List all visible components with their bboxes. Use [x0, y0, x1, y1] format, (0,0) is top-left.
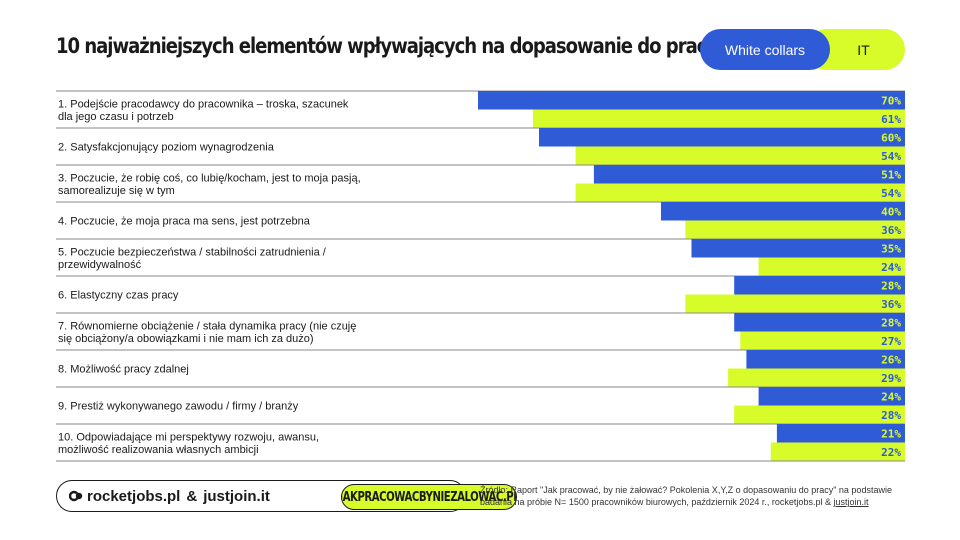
- legend-white-collars: White collars: [700, 29, 830, 70]
- legend-it-label: IT: [857, 41, 870, 58]
- campaign-url: JAKPRACOWACBYNIEZALOWAC.PL: [341, 489, 517, 505]
- source-text: Źródło: Raport "Jak pracować, by nie żał…: [480, 485, 892, 507]
- category-label: możliwość realizowania własnych ambicji: [58, 444, 259, 456]
- category-label: 2. Satysfakcjonujący poziom wynagrodzeni…: [58, 142, 275, 154]
- data-label: 22%: [881, 446, 901, 459]
- data-label: 24%: [881, 261, 901, 274]
- bar: [575, 183, 905, 202]
- bar: [776, 424, 905, 443]
- category-label: 1. Podejście pracodawcy do pracownika – …: [58, 98, 349, 110]
- bar: [740, 331, 905, 350]
- brand-rocketjobs: rocketjobs.pl: [87, 487, 181, 505]
- bar: [691, 239, 905, 258]
- category-label: 7. Równomierne obciążenie / stała dynami…: [58, 320, 356, 332]
- campaign-url-badge[interactable]: JAKPRACOWACBYNIEZALOWAC.PL: [341, 484, 517, 510]
- data-label: 28%: [881, 280, 901, 293]
- page-title: 10 najważniejszych elementów wpływającyc…: [56, 34, 718, 58]
- data-label: 36%: [881, 224, 901, 237]
- bar: [734, 276, 905, 295]
- data-label: 28%: [881, 409, 901, 422]
- data-label: 35%: [881, 243, 901, 256]
- category-label: 6. Elastyczny czas pracy: [58, 290, 179, 302]
- category-label: 9. Prestiż wykonywanego zawodu / firmy /…: [58, 401, 299, 413]
- data-label: 29%: [881, 372, 901, 385]
- brand-justjoin: justjoin.it: [203, 487, 270, 505]
- bar: [661, 202, 905, 221]
- data-label: 60%: [881, 132, 901, 145]
- data-label: 61%: [881, 113, 901, 126]
- source-note: Źródło: Raport "Jak pracować, by nie żał…: [480, 484, 910, 508]
- bar-chart: 70% 61% 1. Podejście pracodawcy do pracown…: [56, 90, 905, 462]
- source-link[interactable]: justjoin.it: [833, 497, 869, 507]
- data-label: 54%: [881, 187, 901, 200]
- category-label: 8. Możliwość pracy zdalnej: [58, 364, 189, 376]
- category-label: przewidywalność: [58, 259, 142, 271]
- data-label: 27%: [881, 335, 901, 348]
- category-label: 3. Poczucie, że robię coś, co lubię/koch…: [58, 172, 361, 184]
- data-label: 24%: [881, 391, 901, 404]
- bar: [746, 350, 905, 369]
- bar: [734, 313, 905, 332]
- bar: [539, 128, 905, 147]
- brand-pill: rocketjobs.pl & justjoin.it JAKPRACOWACB…: [56, 480, 517, 512]
- bar: [685, 294, 905, 313]
- bar: [532, 109, 905, 128]
- data-label: 51%: [881, 169, 901, 182]
- category-label: 4. Poczucie, że moja praca ma sens, jest…: [58, 216, 311, 228]
- bar: [593, 165, 905, 184]
- category-label: samorealizuje się w tym: [58, 185, 175, 197]
- bar: [728, 368, 905, 387]
- bar: [685, 220, 905, 239]
- data-label: 54%: [881, 150, 901, 163]
- legend-white-collars-label: White collars: [724, 41, 806, 58]
- data-label: 26%: [881, 354, 901, 367]
- rocketjobs-logo-icon: [69, 490, 83, 502]
- data-label: 70%: [881, 95, 901, 108]
- bar: [734, 405, 905, 424]
- bar: [758, 387, 905, 406]
- data-label: 28%: [881, 317, 901, 330]
- brand-ampersand: &: [186, 487, 198, 505]
- category-label: 5. Poczucie bezpieczeństwa / stabilności…: [58, 246, 327, 258]
- data-label: 21%: [881, 428, 901, 441]
- data-label: 36%: [881, 298, 901, 311]
- category-label: dla jego czasu i potrzeb: [58, 111, 174, 123]
- category-label: się obciążony/a obowiązkami i nie mam ic…: [58, 333, 314, 345]
- data-label: 40%: [881, 206, 901, 219]
- category-label: 10. Odpowiadające mi perspektywy rozwoju…: [58, 431, 319, 443]
- bar: [758, 257, 905, 276]
- bar: [770, 442, 905, 461]
- bar: [575, 146, 905, 165]
- bar: [478, 91, 905, 110]
